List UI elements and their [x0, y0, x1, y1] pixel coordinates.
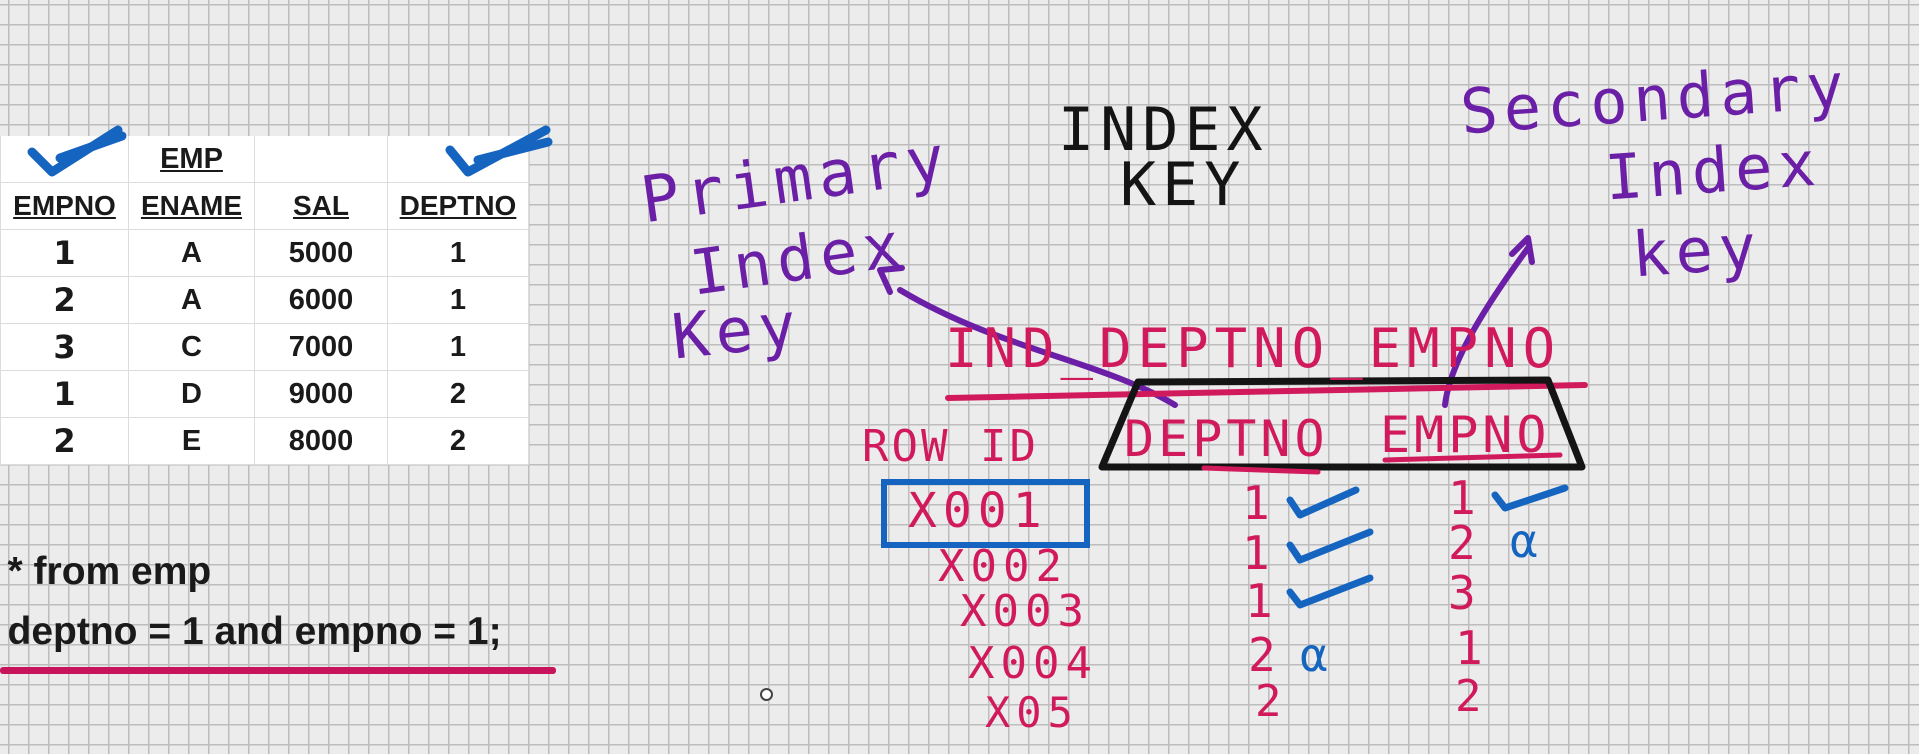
table-cell: 7000	[254, 323, 388, 371]
empno-value: 2	[1455, 671, 1488, 722]
query-line-1: ct * from emp	[0, 550, 212, 593]
rowid-value: X05	[985, 688, 1079, 737]
alpha-mark: α	[1510, 514, 1544, 568]
table-title-text: EMP	[160, 142, 223, 175]
table-row: 1 A 5000 1	[0, 229, 529, 277]
table-row: 3 C 7000 1	[0, 323, 529, 371]
arrow-head-secondary	[1509, 235, 1535, 265]
alpha-mark: α	[1300, 628, 1334, 682]
secondary-index-key-line2: Index	[1602, 126, 1824, 215]
table-cell: A	[128, 229, 255, 277]
deptno-value: 2	[1248, 628, 1282, 682]
check-icon	[1491, 484, 1569, 512]
table-title-row: EMP	[0, 136, 529, 183]
check-icon	[445, 125, 551, 177]
empno-value: 1	[1448, 471, 1482, 525]
rowid-header: ROW ID	[862, 421, 1039, 472]
table-cell: E	[128, 417, 255, 465]
cursor-icon	[760, 688, 773, 701]
empno-value: 2	[1448, 516, 1482, 570]
arrow-head-primary	[877, 265, 905, 295]
check-icon	[1286, 574, 1374, 609]
secondary-index-key-line3: key	[1629, 209, 1765, 292]
table-title: EMP	[128, 136, 255, 183]
deptno-value: 2	[1255, 676, 1288, 727]
rowid-value: X003	[960, 586, 1090, 637]
emp-table: EMP EMPNO ENAME SAL DEPTNO 1 A 5000 1 2 …	[0, 136, 529, 465]
empno-value: 3	[1448, 566, 1482, 620]
table-row: 2 E 8000 2	[0, 417, 529, 465]
table-cell: 1	[387, 276, 529, 324]
check-icon	[1286, 486, 1360, 519]
table-cell: 2	[387, 370, 529, 418]
empno-value: 1	[1455, 621, 1489, 675]
deptno-value: 1	[1245, 574, 1279, 628]
index-key-label-line2: KEY	[1120, 150, 1247, 220]
table-cell	[254, 136, 388, 183]
primary-index-key-line3: Key	[668, 287, 806, 374]
rowid-highlight-box	[881, 479, 1090, 548]
table-cell: 2	[387, 417, 529, 465]
index-name-underline	[945, 382, 1588, 401]
table-cell: 1	[387, 323, 529, 371]
table-cell: 8000	[254, 417, 388, 465]
arrow-to-primary	[897, 287, 1178, 408]
index-key-label-line1: INDEX	[1058, 95, 1269, 165]
empno-header: EMPNO	[1380, 406, 1551, 464]
rowid-value: X001	[908, 483, 1048, 539]
rowid-value: X004	[968, 638, 1098, 689]
query-line-2: e deptno = 1 and empno = 1;	[0, 610, 502, 653]
deptno-value: 1	[1242, 526, 1276, 580]
table-cell: 9000	[254, 370, 388, 418]
check-icon	[473, 137, 553, 165]
table-cell: 6000	[254, 276, 388, 324]
index-columns-box	[1098, 376, 1586, 471]
deptno-value: 1	[1242, 476, 1276, 530]
query-underline	[0, 667, 556, 674]
column-header-sal: SAL	[254, 182, 388, 230]
table-cell: 1	[387, 229, 529, 277]
deptno-header: DEPTNO	[1124, 410, 1329, 468]
check-icon	[1286, 528, 1374, 564]
table-cell: 2	[0, 276, 129, 324]
check-icon	[55, 131, 127, 163]
index-name-label: IND_DEPTNO_EMPNO	[945, 317, 1562, 380]
table-row: 1 D 9000 2	[0, 370, 529, 418]
table-cell: 1	[0, 370, 129, 418]
table-cell: 2	[0, 417, 129, 465]
rowid-value: X002	[938, 541, 1068, 592]
